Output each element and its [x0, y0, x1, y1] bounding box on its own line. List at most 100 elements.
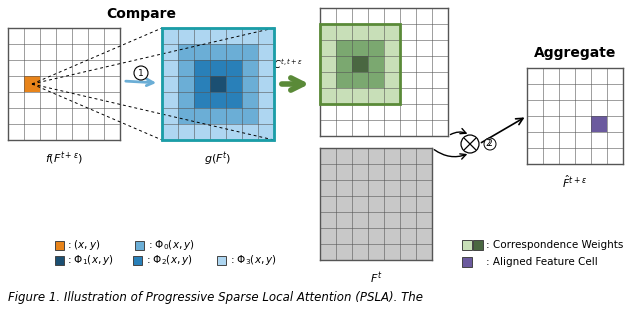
Bar: [320, 72, 336, 88]
Bar: [40, 76, 56, 92]
Text: : $(x,y)$: : $(x,y)$: [67, 238, 100, 252]
Text: : $\Phi_1(x,y)$: : $\Phi_1(x,y)$: [67, 253, 114, 267]
Bar: [242, 76, 258, 92]
Bar: [72, 60, 88, 76]
Bar: [400, 148, 416, 164]
Bar: [559, 84, 575, 100]
Text: $C^{t,t+\epsilon}$: $C^{t,t+\epsilon}$: [273, 57, 303, 71]
Bar: [40, 28, 56, 44]
Bar: [543, 116, 559, 132]
Bar: [559, 68, 575, 84]
Bar: [56, 124, 72, 140]
Bar: [104, 108, 120, 124]
Bar: [24, 60, 40, 76]
Bar: [226, 60, 242, 76]
Bar: [368, 228, 384, 244]
Text: : $\Phi_0(x,y)$: : $\Phi_0(x,y)$: [148, 238, 195, 252]
Text: 2: 2: [488, 140, 492, 148]
Bar: [336, 24, 352, 40]
Bar: [384, 180, 400, 196]
Bar: [416, 244, 432, 260]
Bar: [210, 108, 226, 124]
Bar: [384, 212, 400, 228]
Circle shape: [484, 138, 496, 150]
Bar: [473, 240, 483, 250]
Bar: [368, 244, 384, 260]
Bar: [320, 228, 336, 244]
Bar: [320, 180, 336, 196]
Bar: [527, 148, 543, 164]
Bar: [320, 88, 336, 104]
Bar: [543, 84, 559, 100]
Bar: [336, 164, 352, 180]
Bar: [258, 124, 274, 140]
Bar: [591, 116, 607, 132]
Bar: [24, 44, 40, 60]
Bar: [384, 228, 400, 244]
Bar: [72, 76, 88, 92]
Bar: [352, 244, 368, 260]
Bar: [242, 44, 258, 60]
Bar: [400, 24, 416, 40]
Bar: [384, 148, 400, 164]
Bar: [432, 24, 448, 40]
Text: Compare: Compare: [106, 7, 176, 21]
Bar: [226, 108, 242, 124]
Bar: [368, 88, 384, 104]
Bar: [56, 44, 72, 60]
Bar: [178, 124, 194, 140]
Bar: [194, 108, 210, 124]
Bar: [336, 40, 352, 56]
Bar: [416, 56, 432, 72]
Circle shape: [461, 135, 479, 153]
Bar: [384, 88, 400, 104]
Bar: [56, 108, 72, 124]
Bar: [336, 120, 352, 136]
Bar: [104, 28, 120, 44]
Bar: [194, 92, 210, 108]
Bar: [226, 44, 242, 60]
Bar: [336, 8, 352, 24]
Bar: [242, 60, 258, 76]
Bar: [178, 108, 194, 124]
Bar: [575, 148, 591, 164]
Bar: [432, 104, 448, 120]
Bar: [416, 72, 432, 88]
Bar: [320, 196, 336, 212]
Bar: [607, 84, 623, 100]
Text: : Aligned Feature Cell: : Aligned Feature Cell: [486, 257, 598, 267]
Bar: [72, 108, 88, 124]
Bar: [352, 72, 368, 88]
Bar: [368, 120, 384, 136]
Bar: [591, 148, 607, 164]
Bar: [368, 164, 384, 180]
Bar: [432, 8, 448, 24]
Bar: [352, 24, 368, 40]
Bar: [336, 196, 352, 212]
Bar: [336, 72, 352, 88]
Bar: [40, 108, 56, 124]
Bar: [88, 108, 104, 124]
Bar: [462, 240, 472, 250]
Bar: [258, 44, 274, 60]
Bar: [135, 240, 144, 249]
Bar: [336, 56, 352, 72]
Bar: [416, 228, 432, 244]
Bar: [591, 132, 607, 148]
Bar: [40, 60, 56, 76]
Bar: [242, 124, 258, 140]
Bar: [320, 24, 400, 104]
Bar: [432, 56, 448, 72]
Bar: [432, 72, 448, 88]
Bar: [400, 212, 416, 228]
Bar: [320, 120, 336, 136]
Bar: [55, 240, 64, 249]
Bar: [368, 104, 384, 120]
Bar: [336, 244, 352, 260]
Bar: [416, 120, 432, 136]
Bar: [217, 255, 226, 264]
Bar: [336, 180, 352, 196]
Bar: [416, 148, 432, 164]
Bar: [8, 76, 24, 92]
Bar: [24, 28, 40, 44]
